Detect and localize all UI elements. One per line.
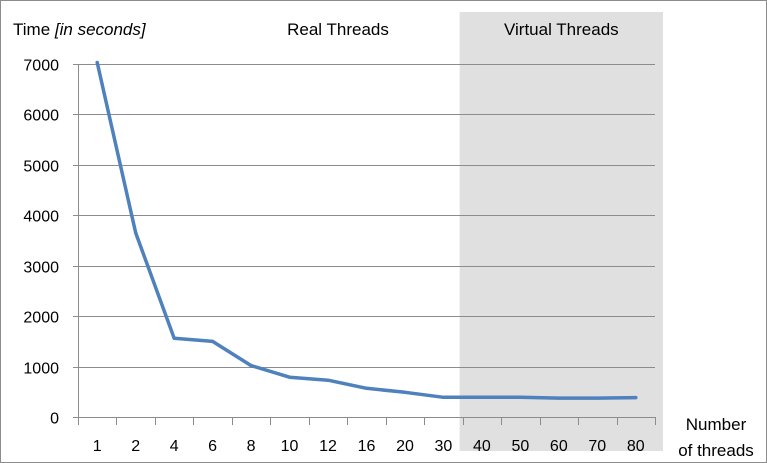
data-point-2 xyxy=(134,231,138,235)
x-tick-label-20: 20 xyxy=(396,438,414,455)
series-lines xyxy=(95,60,638,400)
data-point-20 xyxy=(403,390,407,394)
x-tick-label-12: 12 xyxy=(319,438,337,455)
x-tick-label-60: 60 xyxy=(550,438,568,455)
y-tick-label-5000: 5000 xyxy=(23,159,59,176)
y-tick-label-6000: 6000 xyxy=(23,108,59,125)
x-tick-label-30: 30 xyxy=(435,438,453,455)
data-point-16 xyxy=(364,386,369,390)
data-point-4 xyxy=(172,336,176,340)
y-tick-label-3000: 3000 xyxy=(23,260,59,277)
x-tick-label-1: 1 xyxy=(93,438,102,455)
y-tick-label-7000: 7000 xyxy=(23,58,59,75)
data-point-50 xyxy=(518,395,522,399)
x-tick-label-2: 2 xyxy=(131,438,140,455)
x-tick-label-6: 6 xyxy=(208,438,217,455)
region-shade-1 xyxy=(459,12,663,451)
x-tick-label-50: 50 xyxy=(511,438,529,455)
x-tick-label-40: 40 xyxy=(473,438,491,455)
x-tick-label-70: 70 xyxy=(588,438,606,455)
x-tick-label-10: 10 xyxy=(281,438,299,455)
data-point-60 xyxy=(557,396,561,400)
x-tick-label-4: 4 xyxy=(170,438,179,455)
x-axis-title-line-2: of threads xyxy=(678,441,754,460)
data-point-1 xyxy=(95,60,99,65)
gridlines xyxy=(78,64,655,368)
data-point-8 xyxy=(249,363,253,368)
data-point-40 xyxy=(480,395,484,399)
data-point-30 xyxy=(441,395,446,399)
y-tick-label-4000: 4000 xyxy=(23,209,59,226)
labels: Time [in seconds] Number of threads Real… xyxy=(13,20,754,460)
data-point-80 xyxy=(634,395,638,400)
y-tick-label-0: 0 xyxy=(50,411,59,428)
y-tick-label-1000: 1000 xyxy=(23,361,59,378)
data-point-10 xyxy=(287,375,292,379)
data-point-70 xyxy=(595,396,599,400)
x-tick-label-80: 80 xyxy=(627,438,645,455)
axes xyxy=(73,64,656,425)
shaded-regions xyxy=(459,12,663,451)
x-axis-title-line-1: Number xyxy=(686,415,747,434)
region-label-1: Virtual Threads xyxy=(504,20,619,39)
y-axis-title: Time [in seconds] xyxy=(13,20,147,39)
data-point-6 xyxy=(211,339,215,343)
region-label-0: Real Threads xyxy=(287,20,389,39)
x-tick-label-16: 16 xyxy=(358,438,376,455)
y-tick-label-2000: 2000 xyxy=(23,310,59,327)
data-point-12 xyxy=(326,378,330,382)
x-tick-label-8: 8 xyxy=(247,438,256,455)
